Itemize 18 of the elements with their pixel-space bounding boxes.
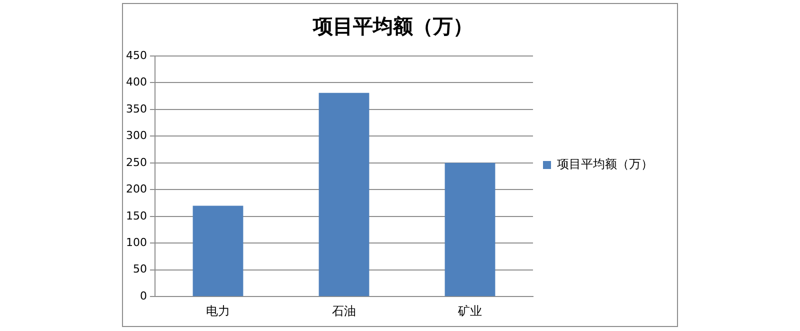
- y-tick-label: 200: [126, 182, 147, 196]
- y-tick-label: 300: [126, 129, 147, 142]
- y-tick-label: 250: [126, 156, 147, 169]
- y-tick-label: 150: [126, 209, 147, 222]
- y-tick-label: 450: [126, 48, 147, 62]
- bar: [444, 162, 496, 296]
- x-tick-label: 矿业: [457, 304, 482, 318]
- y-tick-label: 50: [132, 262, 147, 276]
- bar: [192, 206, 244, 296]
- x-tick-label: 石油: [332, 304, 356, 318]
- y-tick-label: 100: [126, 236, 147, 249]
- x-tick-label: 电力: [206, 304, 230, 318]
- chart-title: 项目平均额（万）: [312, 14, 473, 38]
- y-tick-label: 400: [126, 76, 147, 89]
- bar: [318, 92, 370, 296]
- y-tick-label: 350: [126, 102, 147, 116]
- legend-label: 项目平均额（万）: [557, 157, 653, 172]
- y-tick-label: 0: [140, 289, 147, 302]
